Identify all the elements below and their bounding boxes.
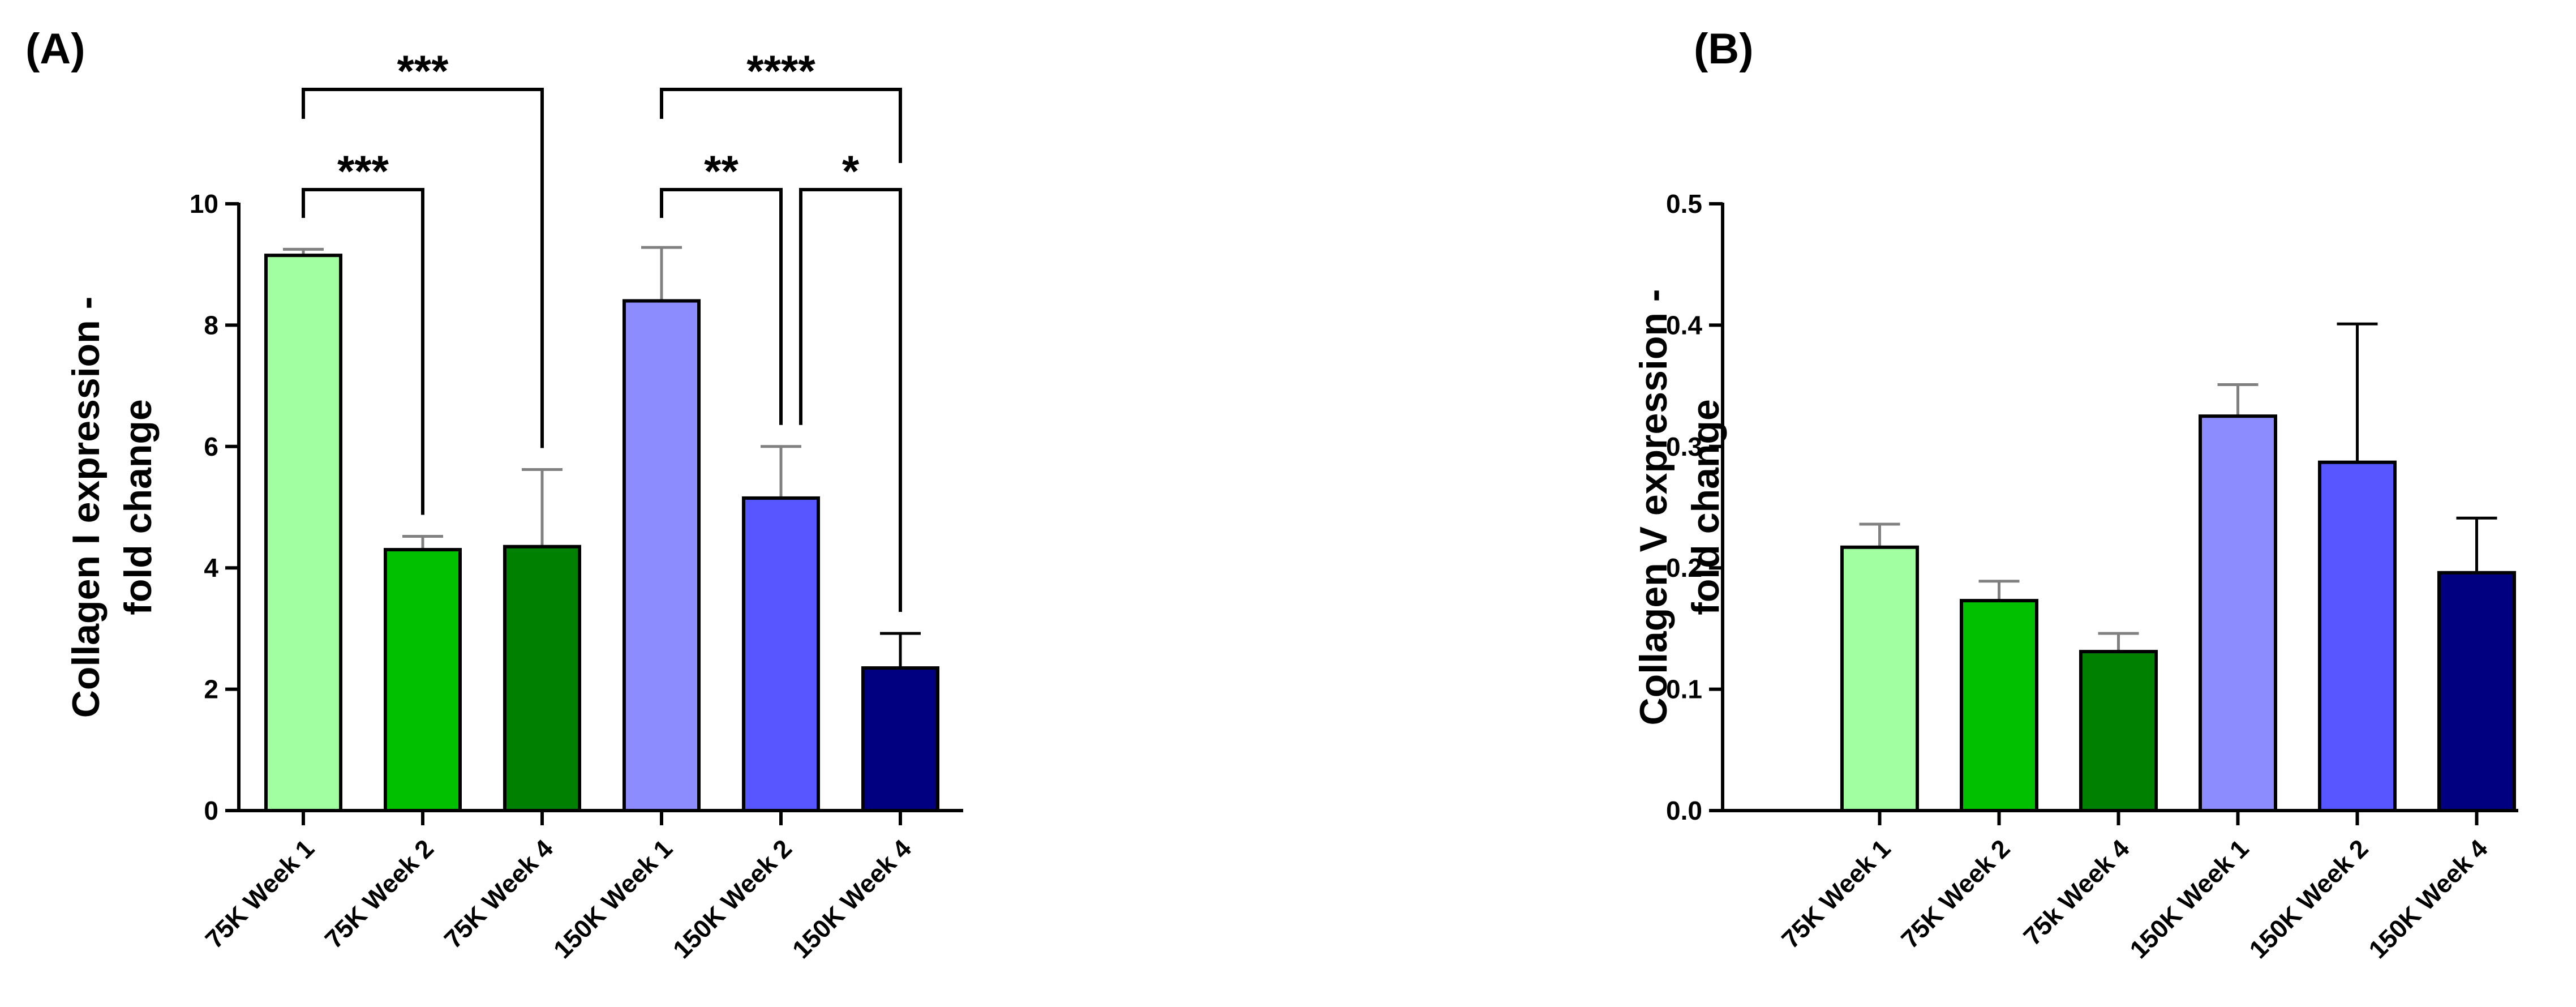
y-axis-title-line: fold change [117,399,160,615]
significance-label: *** [337,146,389,196]
significance-label: * [842,146,860,196]
x-tick-label: 150K Week 1 [548,834,678,964]
panel-label: (A) [25,25,85,73]
x-tick-label: 150K Week 1 [2124,834,2255,964]
bar [861,666,939,812]
chart-panel-a: (A) Collagen I expression - fold change 0 2 4… [25,25,963,964]
y-tick-label: 2 [204,675,218,704]
y-tick-label: 0.2 [1666,553,1702,582]
significance-bracket [660,88,902,163]
x-tick-label: 75k Week 4 [2017,834,2135,951]
y-tick-label: 0.0 [1666,796,1702,825]
y-axis-title-line: fold change [1684,399,1727,615]
significance-bracket [302,188,424,515]
bar [2199,414,2277,812]
x-tick-label: 150K Week 4 [2363,834,2493,964]
significance-label: ** [704,146,739,196]
x-tick-label: 150K Week 4 [787,834,917,964]
bar [1840,545,1919,812]
significance-label: **** [746,46,815,96]
bar [2437,571,2516,812]
bar [384,548,462,812]
significance-bracket [660,188,783,425]
bar [264,254,342,812]
y-tick-label: 10 [190,189,218,218]
y-tick-label: 6 [204,432,218,461]
significance-bracket [799,188,902,612]
y-tick-label: 0.1 [1666,675,1702,704]
bar [2079,650,2158,812]
significance-bracket [302,88,544,448]
y-tick-label: 0.4 [1666,310,1702,340]
y-tick-label: 0 [204,796,218,825]
bar [742,496,820,812]
x-tick-label: 75K Week 1 [1776,834,1896,954]
chart-panel-b: (B) Collagen V expression - fold change 0.0… [1632,25,2518,964]
x-tick-label: 75K Week 2 [319,834,439,954]
x-tick-label: 75K Week 2 [1895,834,2015,954]
x-tick-label: 150K Week 2 [2244,834,2374,964]
y-axis-title-line: Collagen V expression - [1632,289,1675,726]
bar [503,545,581,812]
significance-label: *** [397,46,449,96]
y-tick-label: 0.3 [1666,432,1702,461]
y-tick-label: 8 [204,310,218,340]
y-axis-title: Collagen I expression - fold change [65,297,160,718]
bar [1960,599,2038,812]
x-tick-label: 75K Week 4 [439,834,559,954]
x-tick-label: 150K Week 2 [667,834,797,964]
x-tick-label: 75K Week 1 [200,834,320,954]
bar [2318,460,2397,812]
y-tick-label: 4 [204,553,218,582]
bar [622,299,701,812]
panel-label: (B) [1694,25,1754,73]
y-axis-title: Collagen V expression - fold change [1632,289,1727,726]
y-tick-label: 0.5 [1666,189,1702,218]
y-axis-title-line: Collagen I expression - [65,297,108,718]
